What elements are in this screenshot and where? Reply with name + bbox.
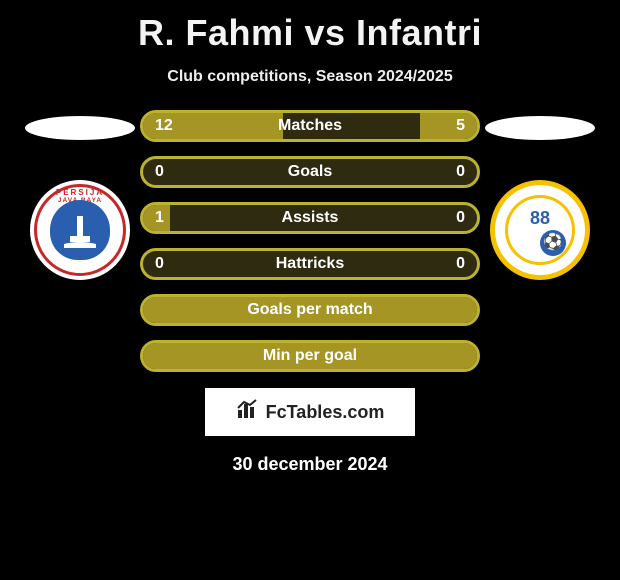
bar-label: Matches — [278, 117, 342, 135]
right-player-col: 88 — [480, 110, 600, 280]
stat-bar: 0 0 Hattricks — [140, 248, 480, 280]
right-team-badge: 88 — [490, 180, 590, 280]
main-row: PERSIJA JAVA RAYA 12 5 Matches 0 0 Goals 1 0 Ass… — [0, 110, 620, 372]
stat-bar: 1 0 Assists — [140, 202, 480, 234]
bar-label: Goals — [288, 163, 332, 181]
left-team-badge: PERSIJA JAVA RAYA — [30, 180, 130, 280]
footer-logo-text: FcTables.com — [266, 402, 385, 423]
bar-value-right: 0 — [456, 163, 465, 181]
monument-icon — [60, 210, 100, 250]
stat-bar: Min per goal — [140, 340, 480, 372]
stats-bars: 12 5 Matches 0 0 Goals 1 0 Assists 0 0 Hattricks Goa… — [140, 110, 480, 372]
infographic-container: R. Fahmi vs Infantri Club competitions, … — [0, 0, 620, 580]
bar-value-right: 5 — [456, 117, 465, 135]
stat-bar: 12 5 Matches — [140, 110, 480, 142]
bar-value-right: 0 — [456, 209, 465, 227]
right-badge-number: 88 — [530, 208, 550, 229]
chart-icon — [236, 398, 260, 426]
right-player-oval — [485, 116, 595, 140]
page-title: R. Fahmi vs Infantri — [138, 12, 482, 54]
footer-date: 30 december 2024 — [232, 454, 387, 475]
bar-value-left: 12 — [155, 117, 173, 135]
bar-value-left: 0 — [155, 163, 164, 181]
bar-label: Assists — [282, 209, 339, 227]
bar-value-left: 0 — [155, 255, 164, 273]
soccer-ball-icon — [540, 230, 566, 256]
stat-bar: 0 0 Goals — [140, 156, 480, 188]
bar-value-left: 1 — [155, 209, 164, 227]
bar-fill-right — [420, 113, 477, 139]
bar-label: Goals per match — [247, 301, 372, 319]
stat-bar: Goals per match — [140, 294, 480, 326]
left-badge-inner — [50, 200, 110, 260]
left-player-oval — [25, 116, 135, 140]
page-subtitle: Club competitions, Season 2024/2025 — [167, 68, 452, 86]
right-badge-inner: 88 — [505, 195, 575, 265]
bar-value-right: 0 — [456, 255, 465, 273]
footer-logo: FcTables.com — [205, 388, 415, 436]
bar-label: Hattricks — [276, 255, 344, 273]
left-badge-text: PERSIJA — [56, 188, 104, 197]
bar-label: Min per goal — [263, 347, 357, 365]
left-player-col: PERSIJA JAVA RAYA — [20, 110, 140, 280]
